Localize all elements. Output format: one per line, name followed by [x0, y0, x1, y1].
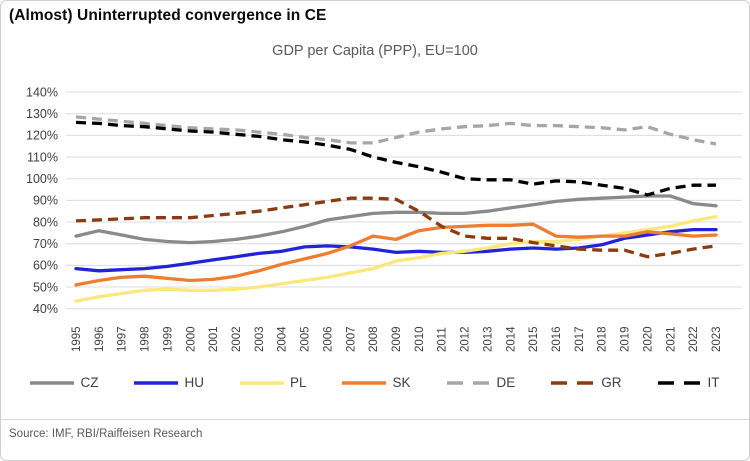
legend-swatch-hu — [134, 380, 179, 385]
legend-swatch-gr — [551, 380, 596, 385]
y-axis-label: 130% — [26, 107, 58, 121]
x-axis-label: 2021 — [665, 326, 677, 352]
x-axis-label: 2022 — [688, 326, 700, 352]
x-axis-label: 2017 — [574, 326, 586, 352]
x-axis-label: 2014 — [505, 326, 517, 352]
x-axis-label: 2004 — [277, 326, 289, 352]
legend-item-pl: PL — [239, 375, 307, 390]
legend-item-cz: CZ — [30, 375, 98, 390]
y-axis-label: 80% — [33, 215, 58, 229]
legend-item-gr: GR — [551, 375, 622, 390]
x-axis-label: 2018 — [597, 326, 609, 352]
legend-swatch-it — [657, 380, 702, 385]
x-axis-label: 2015 — [528, 326, 540, 352]
source-note: Source: IMF, RBI/Raiffeisen Research — [9, 428, 203, 440]
x-axis-label: 2009 — [391, 326, 403, 352]
legend-swatch-de — [446, 380, 491, 385]
legend-label-cz: CZ — [80, 375, 99, 390]
x-axis-label: 1996 — [94, 326, 106, 352]
x-axis-label: 2023 — [711, 326, 723, 352]
legend-label-gr: GR — [601, 375, 622, 390]
legend-label-it: IT — [707, 375, 720, 390]
chart-canvas: 40% 50% 60% 70% 80% 90% 100% 110% 120% 130% 140% 19… — [26, 85, 742, 352]
series-line-it — [75, 120, 716, 197]
x-axis-label: 2007 — [345, 326, 357, 352]
x-axis-label: 1999 — [162, 326, 174, 352]
x-axis-label: 2012 — [460, 326, 472, 352]
x-axis-label: 2008 — [368, 326, 380, 352]
legend-label-pl: PL — [289, 375, 307, 390]
y-axis-label: 40% — [33, 302, 58, 316]
y-axis-label: 110% — [27, 150, 58, 164]
x-axis-label: 2019 — [620, 326, 632, 352]
x-axis-label: 2003 — [254, 326, 266, 352]
y-axis-label: 100% — [26, 172, 58, 186]
legend-swatch-cz — [30, 380, 75, 385]
series-line-sk — [74, 222, 718, 287]
series-line-cz — [74, 194, 718, 245]
legend-item-sk: SK — [342, 375, 411, 390]
series-line-pl — [74, 214, 718, 303]
legend-item-de: DE — [446, 375, 516, 390]
legend-label-hu: HU — [184, 375, 204, 390]
legend-swatch-sk — [342, 380, 387, 385]
x-axis-label: 2000 — [185, 326, 197, 352]
legend-label-de: DE — [496, 375, 516, 390]
legend-item-hu: HU — [134, 375, 204, 390]
chart-legend: CZ HU PL SK DE GR IT — [1, 375, 749, 390]
legend-item-it: IT — [657, 375, 720, 390]
y-axis-label: 60% — [33, 259, 58, 273]
chart-title: GDP per Capita (PPP), EU=100 — [272, 43, 478, 59]
legend-swatch-pl — [239, 380, 284, 385]
y-axis-label: 120% — [26, 129, 58, 143]
x-axis-label: 2011 — [437, 327, 449, 352]
legend-label-sk: SK — [392, 375, 411, 390]
x-axis-label: 1995 — [71, 326, 83, 352]
x-axis-label: 2005 — [300, 326, 312, 352]
x-axis-label: 2013 — [482, 326, 494, 352]
x-axis-label: 2006 — [322, 326, 334, 352]
x-axis-label: 2020 — [642, 326, 654, 352]
x-axis-label: 2016 — [551, 326, 563, 352]
y-axis-label: 90% — [33, 194, 58, 208]
x-axis-label: 2002 — [231, 326, 243, 352]
divider-line — [1, 419, 749, 420]
series-line-gr — [75, 196, 717, 259]
x-axis-label: 1998 — [140, 326, 152, 352]
y-axis-label: 70% — [33, 237, 58, 251]
series-line-hu — [74, 227, 718, 273]
series-line-de — [75, 115, 717, 146]
x-axis-label: 2010 — [414, 326, 426, 352]
y-axis-label: 140% — [26, 85, 58, 99]
y-axis-label: 50% — [33, 280, 58, 294]
page-title: (Almost) Uninterrupted convergence in CE — [9, 7, 327, 24]
x-axis-label: 2001 — [208, 326, 220, 352]
x-axis-label: 1997 — [117, 326, 129, 352]
